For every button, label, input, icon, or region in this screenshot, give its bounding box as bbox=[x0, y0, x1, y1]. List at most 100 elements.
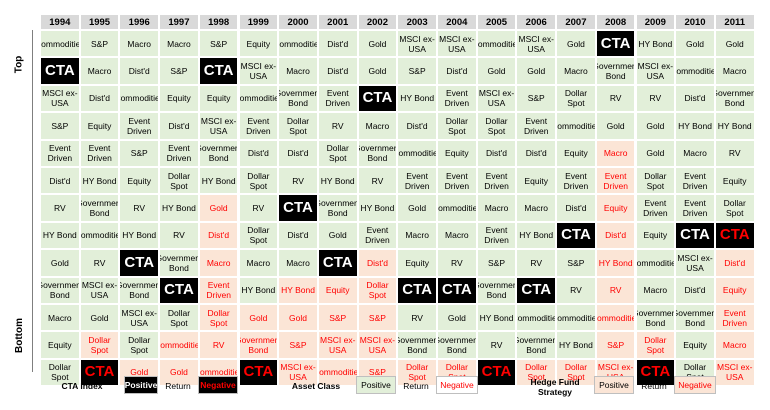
cell-2002-rank-4: Macro bbox=[357, 112, 398, 140]
year-header-1999: 1999 bbox=[238, 14, 279, 30]
cell-2008-rank-6: Event Driven bbox=[595, 167, 636, 195]
cell-2004-rank-5: Equity bbox=[437, 139, 477, 167]
cell-2011-rank-12: Macro bbox=[714, 331, 755, 359]
cell-2001-rank-13: Commodities bbox=[317, 358, 358, 387]
cell-1998-rank-3: Equity bbox=[198, 84, 239, 113]
legend-asset-return: Return bbox=[403, 381, 429, 391]
cell-2001-rank-7: Government Bond bbox=[317, 194, 358, 222]
year-header-2004: 2004 bbox=[437, 14, 477, 30]
cell-2007-rank-4: Commodities bbox=[556, 112, 596, 140]
cell-1999-rank-1: Equity bbox=[238, 30, 279, 58]
cell-2010-rank-11: Government Bond bbox=[675, 304, 715, 332]
cell-2003-rank-3: HY Bond bbox=[397, 84, 437, 113]
cell-2006-rank-11: Commodities bbox=[516, 304, 557, 332]
cell-2003-rank-5: Commodities bbox=[397, 139, 437, 167]
cell-2003-rank-12: Government Bond bbox=[397, 331, 437, 359]
cell-2004-rank-9: RV bbox=[437, 249, 477, 277]
cell-1999-rank-8: Dollar Spot bbox=[238, 221, 279, 250]
cell-2005-rank-3: MSCI ex-USA bbox=[476, 84, 517, 113]
cell-2006-rank-6: Equity bbox=[516, 167, 557, 195]
cell-2004-rank-3: Event Driven bbox=[437, 84, 477, 113]
cell-1999-rank-4: Event Driven bbox=[238, 112, 279, 140]
cell-2002-rank-5: Government Bond bbox=[357, 139, 398, 167]
cell-2001-rank-2: Dist'd bbox=[317, 57, 358, 85]
cell-2005-rank-4: Dollar Spot bbox=[476, 112, 517, 140]
cell-2011-rank-8: CTA bbox=[714, 221, 755, 250]
cell-2005-rank-7: Macro bbox=[476, 194, 517, 222]
cell-2003-rank-6: Event Driven bbox=[397, 167, 437, 195]
rank-axis-line bbox=[32, 30, 33, 372]
cell-1999-rank-10: HY Bond bbox=[238, 276, 279, 304]
cell-2010-rank-1: Gold bbox=[675, 30, 715, 58]
cell-2008-rank-11: Commodities bbox=[595, 304, 636, 332]
cell-1994-rank-8: HY Bond bbox=[40, 221, 80, 250]
cell-1999-rank-6: Dollar Spot bbox=[238, 167, 279, 195]
cell-2010-rank-8: CTA bbox=[675, 221, 715, 250]
cell-2003-rank-11: RV bbox=[397, 304, 437, 332]
cell-2008-rank-9: HY Bond bbox=[595, 249, 636, 277]
legend-asset-title: Asset Class bbox=[291, 381, 341, 391]
legend-hedge-return: Return bbox=[641, 381, 667, 391]
cell-2006-rank-12: Government Bond bbox=[516, 331, 557, 359]
cell-1998-rank-6: HY Bond bbox=[198, 167, 239, 195]
cell-2009-rank-12: Dollar Spot bbox=[635, 331, 676, 359]
cell-2002-rank-10: Dollar Spot bbox=[357, 276, 398, 304]
cell-1995-rank-4: Equity bbox=[79, 112, 120, 140]
cell-2006-rank-4: Event Driven bbox=[516, 112, 557, 140]
cell-2008-rank-4: Gold bbox=[595, 112, 636, 140]
cell-2000-rank-9: Macro bbox=[278, 249, 318, 277]
cell-1997-rank-12: Commodities bbox=[159, 331, 199, 359]
cell-2006-rank-10: CTA bbox=[516, 276, 557, 304]
year-header-2000: 2000 bbox=[278, 14, 318, 30]
cell-1995-rank-9: RV bbox=[79, 249, 120, 277]
cell-2011-rank-7: Dollar Spot bbox=[714, 194, 755, 222]
cell-1994-rank-10: Government Bond bbox=[40, 276, 80, 304]
cell-2009-rank-5: Gold bbox=[635, 139, 676, 167]
cell-2007-rank-12: HY Bond bbox=[556, 331, 596, 359]
cell-2005-rank-2: Gold bbox=[476, 57, 517, 85]
cell-2010-rank-5: Macro bbox=[675, 139, 715, 167]
cell-1995-rank-7: Government Bond bbox=[79, 194, 120, 222]
cell-1998-rank-4: MSCI ex-USA bbox=[198, 112, 239, 140]
cell-2003-rank-8: Macro bbox=[397, 221, 437, 250]
cell-2006-rank-13: Dollar Spot bbox=[516, 358, 557, 387]
cell-1998-rank-11: Dollar Spot bbox=[198, 304, 239, 332]
cell-2007-rank-5: Equity bbox=[556, 139, 596, 167]
cell-2008-rank-3: RV bbox=[595, 84, 636, 113]
cell-2006-rank-1: MSCI ex-USA bbox=[516, 30, 557, 58]
cell-2000-rank-11: Gold bbox=[278, 304, 318, 332]
cell-2001-rank-1: Dist'd bbox=[317, 30, 358, 58]
cell-2003-rank-1: MSCI ex-USA bbox=[397, 30, 437, 58]
legend-cta-title: CTA Index bbox=[61, 381, 103, 391]
cell-1997-rank-5: Event Driven bbox=[159, 139, 199, 167]
year-header-2005: 2005 bbox=[476, 14, 517, 30]
cell-2006-rank-8: HY Bond bbox=[516, 221, 557, 250]
cell-2009-rank-8: Equity bbox=[635, 221, 676, 250]
cell-2007-rank-13: Dollar Spot bbox=[556, 358, 596, 387]
cell-2008-rank-12: S&P bbox=[595, 331, 636, 359]
cell-2004-rank-6: Event Driven bbox=[437, 167, 477, 195]
cell-2002-rank-7: HY Bond bbox=[357, 194, 398, 222]
legend-hedge-positive: Positive bbox=[594, 376, 634, 394]
cell-2011-rank-2: Macro bbox=[714, 57, 755, 85]
cell-1998-rank-2: CTA bbox=[198, 57, 239, 85]
cell-1995-rank-8: Commodities bbox=[79, 221, 120, 250]
cell-2005-rank-9: S&P bbox=[476, 249, 517, 277]
cell-2002-rank-2: Gold bbox=[357, 57, 398, 85]
year-header-2009: 2009 bbox=[635, 14, 676, 30]
cell-2008-rank-7: Equity bbox=[595, 194, 636, 222]
cell-1995-rank-6: HY Bond bbox=[79, 167, 120, 195]
cell-1996-rank-12: Dollar Spot bbox=[119, 331, 160, 359]
cell-2009-rank-3: RV bbox=[635, 84, 676, 113]
cell-2009-rank-9: Commodities bbox=[635, 249, 676, 277]
cell-2000-rank-3: Government Bond bbox=[278, 84, 318, 113]
cell-2010-rank-6: Event Driven bbox=[675, 167, 715, 195]
cell-2011-rank-6: Equity bbox=[714, 167, 755, 195]
cell-1994-rank-9: Gold bbox=[40, 249, 80, 277]
cell-1996-rank-1: Macro bbox=[119, 30, 160, 58]
cell-2000-rank-1: Commodities bbox=[278, 30, 318, 58]
cell-1999-rank-3: Commodities bbox=[238, 84, 279, 113]
year-header-2008: 2008 bbox=[595, 14, 636, 30]
cell-1997-rank-10: CTA bbox=[159, 276, 199, 304]
cell-2002-rank-9: Dist'd bbox=[357, 249, 398, 277]
